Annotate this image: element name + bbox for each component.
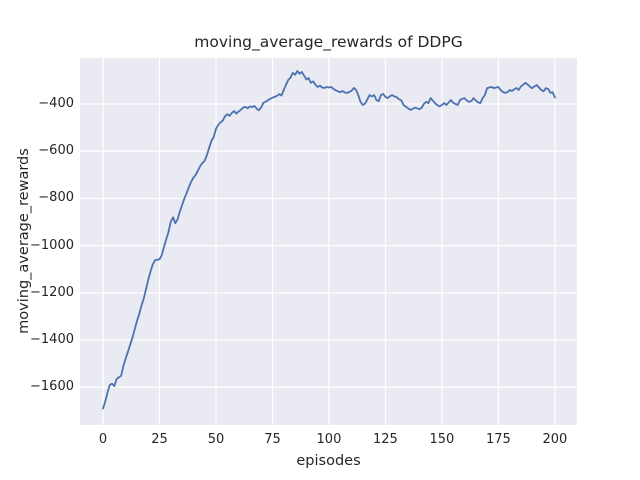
x-axis-label: episodes — [296, 453, 361, 469]
chart-title: moving_average_rewards of DDPG — [194, 33, 463, 51]
y-tick-label: −1200 — [30, 284, 74, 300]
x-tick-label: 0 — [98, 432, 108, 447]
x-tick-label: 150 — [429, 432, 455, 447]
grid-lines — [80, 58, 577, 425]
x-tick-label: 75 — [264, 432, 281, 447]
y-tick-label: −800 — [38, 190, 74, 206]
x-tick-label: 175 — [485, 432, 511, 447]
reward-line — [102, 70, 556, 410]
y-tick-label: −400 — [38, 96, 74, 112]
x-tick-label: 200 — [542, 432, 568, 447]
y-tick-label: −1400 — [30, 332, 74, 348]
y-tick-label: −600 — [38, 143, 74, 159]
x-tick-label: 25 — [151, 432, 168, 447]
series-line — [102, 70, 556, 410]
y-tick-label: −1000 — [30, 237, 74, 253]
x-tick-label: 50 — [207, 432, 225, 447]
y-tick-label: −1600 — [30, 379, 74, 395]
x-tick-label: 100 — [316, 432, 342, 447]
x-tick-label: 125 — [373, 432, 398, 447]
